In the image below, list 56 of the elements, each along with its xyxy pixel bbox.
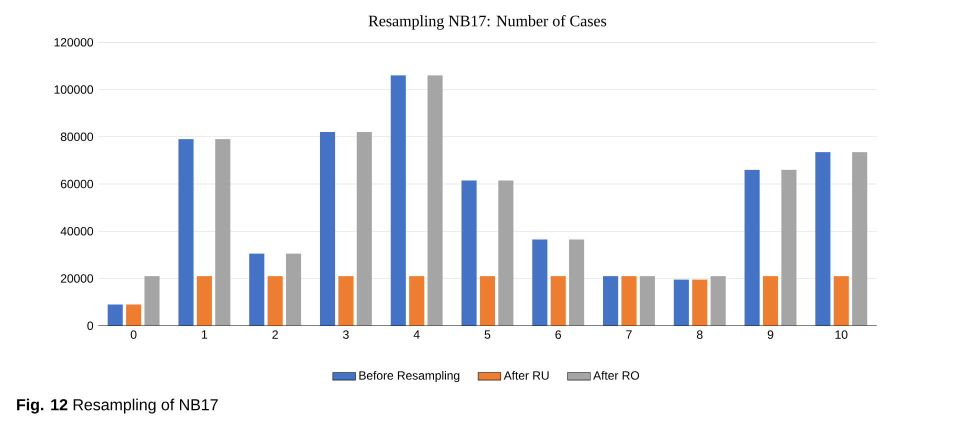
legend-label: After RU [504,371,549,380]
legend-label: Before Resampling [359,371,460,382]
x-tick-label: 8 [696,330,703,339]
x-tick-label: 0 [130,330,136,339]
bar [338,276,354,326]
bar [781,170,796,326]
y-tick-label: 60000 [60,180,94,188]
bar [126,304,142,326]
bar [640,276,655,326]
y-tick-label: 20000 [60,274,94,283]
bar [692,280,708,326]
x-tick-label: 1 [202,330,208,339]
y-tick-label: 100000 [54,85,94,94]
bar [249,254,264,326]
bar [461,180,477,326]
bar [603,276,618,326]
bar [144,276,160,326]
bar [710,276,726,326]
y-tick-label: 80000 [60,132,94,142]
bar [356,132,372,326]
x-tick-label: 7 [626,330,632,339]
bar [569,240,584,326]
bar [621,276,637,326]
text: Fig. 12 Resampling of NB17 [17,398,218,414]
bar [498,180,514,326]
bar [550,276,566,326]
y-tick-label: 40000 [60,227,94,236]
bar [268,276,283,326]
bar [320,132,336,326]
x-tick-label: 10 [836,330,848,339]
bar [215,139,230,326]
legend-label: After RO [593,371,640,380]
bar [744,170,760,326]
bar [428,75,443,326]
bar [815,152,830,326]
bar [196,276,212,326]
bar [390,75,406,326]
bar [852,152,868,326]
bar [108,304,123,326]
x-tick-label: 5 [484,330,490,339]
bar [286,254,302,326]
bar [409,276,424,326]
bar [762,276,778,326]
bar [674,280,689,326]
chart-title: Resampling NB17: Number of Cases [368,15,606,30]
x-tick-label: 4 [414,330,420,339]
bar [480,276,496,326]
bar [178,139,194,326]
x-tick-label: 2 [272,330,278,339]
x-tick-label: 9 [768,330,774,339]
y-tick-label: 120000 [54,38,94,47]
bar [834,276,849,326]
y-tick-label: 0 [87,322,94,330]
bar [532,240,548,326]
x-tick-label: 3 [343,330,349,339]
x-tick-label: 6 [555,330,562,339]
